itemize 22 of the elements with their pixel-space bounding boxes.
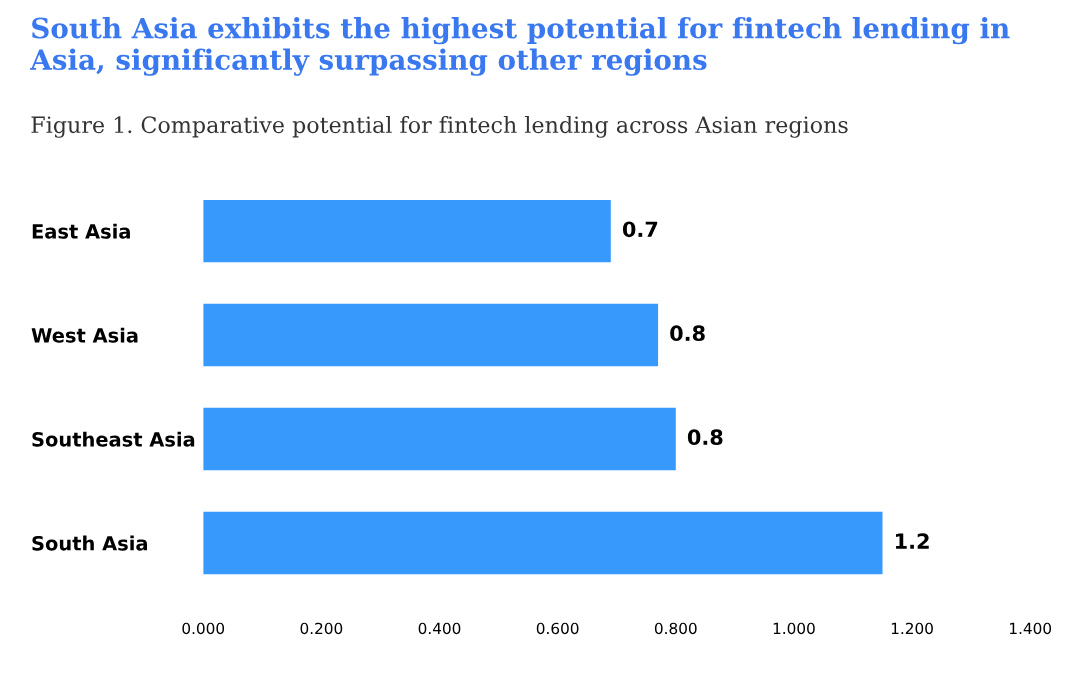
data-label: 0.8 [670,325,705,342]
chart-title: South Asia exhibits the highest potential for fintech lending in Asia, significantly surpassing other regions [30,17,1010,76]
y-tick-label: South Asia [32,535,147,551]
x-tick-label: 1.400 [1010,622,1052,635]
x-tick-label: 0.200 [300,622,343,635]
data-label: 0.8 [687,429,723,446]
y-tick-label: Southeast Asia [32,431,195,447]
data-label: 0.7 [622,221,658,238]
x-tick-label: 1.200 [891,622,933,635]
bar [203,511,883,575]
x-tick-label: 0.800 [654,622,697,635]
bar [203,199,611,263]
data-label: 1.2 [895,533,929,549]
bar [203,303,659,367]
bar [203,407,676,471]
x-tick-label: 0.000 [182,622,225,635]
y-tick-label: West Asia [31,327,138,343]
x-tick-label: 0.400 [418,622,461,635]
chart-subtitle: Figure 1. Comparative potential for fintech lending across Asian regions [31,115,848,138]
x-tick-label: 1.000 [773,622,815,635]
x-tick-label: 0.600 [536,622,579,635]
y-tick-label: East Asia [32,223,130,239]
